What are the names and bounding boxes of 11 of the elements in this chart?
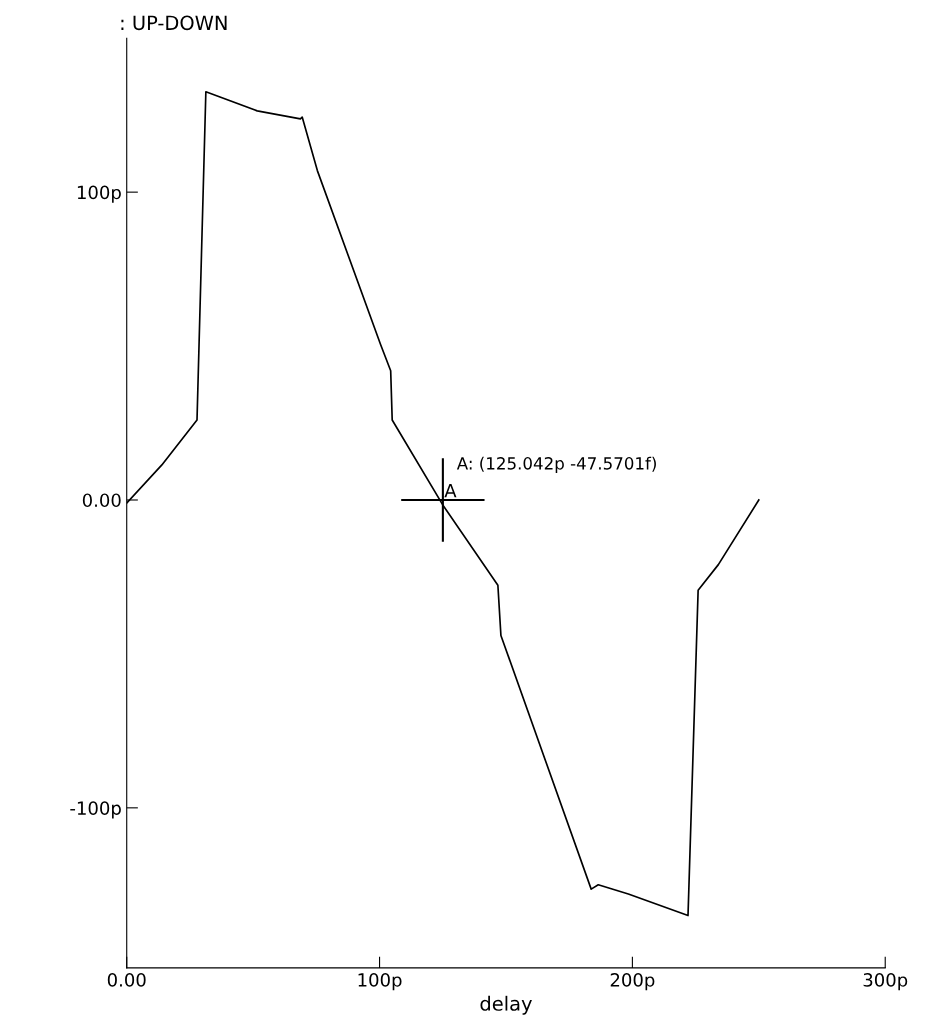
chart-title: : UP-DOWN [121,15,227,31]
annotation: A [444,484,457,498]
y-tick-label: 100p [77,185,121,203]
x-tick-label: 300p [863,973,908,991]
annotation: A: (125.042p -47.5701f) [456,456,656,473]
x-tick-label: 0.00 [107,973,146,987]
x-axis-title: delay [480,995,532,1015]
x-tick-label: 200p [610,973,655,991]
y-tick-label: -100p [70,801,121,819]
x-tick-label: 100p [358,973,402,991]
y-tick-label: 0.00 [82,493,121,508]
